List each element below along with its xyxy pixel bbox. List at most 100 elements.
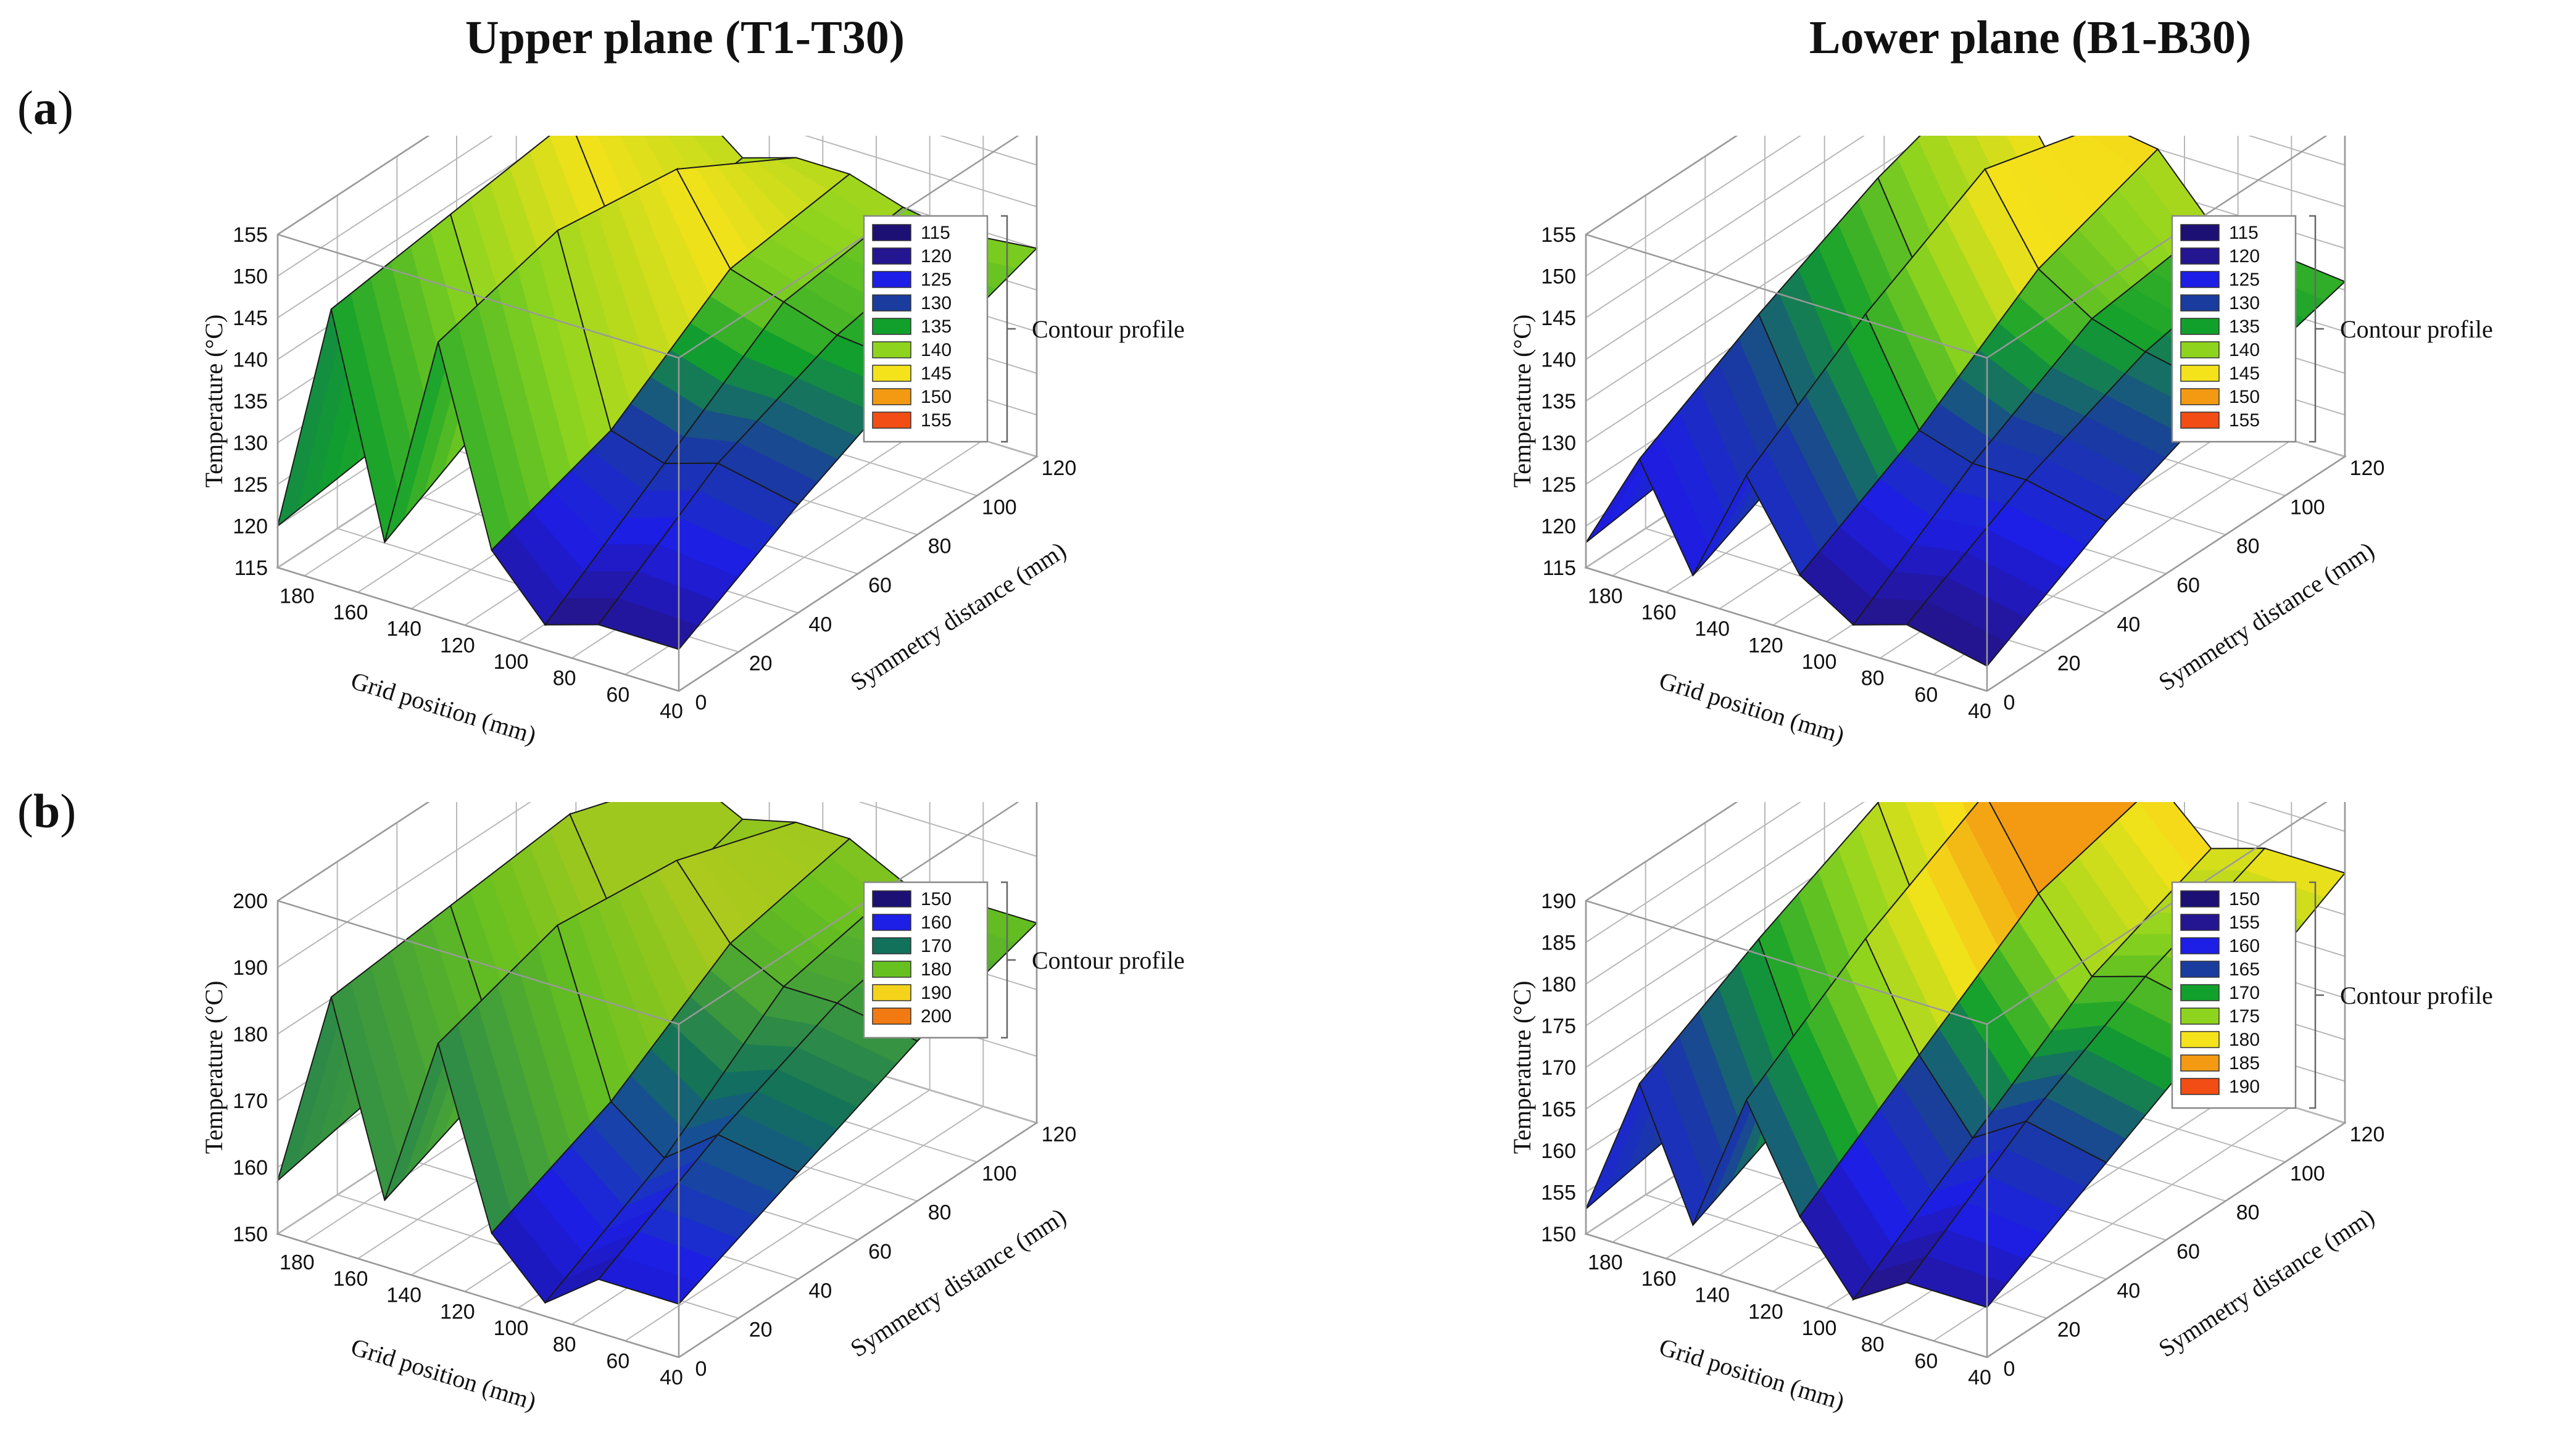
chart-b-upper-legend-swatch: [872, 961, 911, 978]
chart-a-lower-xtick: 140: [1695, 618, 1730, 641]
chart-b-upper-legend-label: 190: [921, 983, 952, 1003]
chart-b-lower-xtick: 160: [1641, 1267, 1677, 1291]
chart-a-lower-xtick: 40: [1968, 700, 1991, 723]
chart-a-lower-ytick: 100: [2290, 495, 2325, 519]
chart-b-upper-svg: 150 160 170 180 190 200 180 160 140 120 100 80 60 40 0…: [200, 802, 1185, 1415]
chart-a-lower-legend-swatch: [2180, 318, 2220, 335]
chart-a-upper-ytick: 80: [928, 535, 952, 558]
chart-a-lower-legend-label: 125: [2229, 270, 2260, 290]
chart-b-upper-ztick: 190: [233, 956, 268, 980]
chart-a-upper-xtick: 80: [553, 667, 576, 690]
chart-b-upper-xtick: 100: [494, 1317, 529, 1340]
chart-b-upper-ytick: 60: [868, 1240, 892, 1264]
chart-b-lower-legend-label: 150: [2229, 889, 2260, 909]
chart-b-upper-legend-label: 180: [921, 959, 952, 980]
chart-b-upper-ztick: 170: [233, 1090, 268, 1113]
chart-b-lower-frame-edge: [1585, 1233, 1988, 1359]
chart-a-upper-frame: [276, 136, 1038, 692]
chart-a-lower-legend-swatch: [2180, 388, 2220, 405]
chart-a-upper-frame-edge: [277, 566, 679, 692]
chart-a-lower-ztick: 145: [1541, 307, 1576, 330]
chart-b-lower-zlabel: Temperature (°C): [1508, 981, 1536, 1154]
chart-b-lower-legend-label: 185: [2229, 1053, 2260, 1073]
chart-a-upper-xtick: 100: [494, 650, 529, 674]
chart-b-upper-zlabel: Temperature (°C): [200, 981, 228, 1154]
chart-b-upper-legend-label: 150: [921, 889, 952, 909]
chart-b-upper-legend-swatch: [872, 914, 911, 931]
chart-b-lower-legend-swatch: [2180, 937, 2220, 954]
row-label-b: (b): [17, 784, 76, 839]
chart-a-lower-svg: 1151201251301351401451501551801601401201…: [1508, 136, 2493, 749]
chart-a-upper-legend-swatch: [872, 224, 911, 241]
chart-a-lower-xtick: 120: [1748, 634, 1783, 657]
chart-b-upper-frame-edge: [277, 900, 679, 1025]
chart-a-lower-xtick: 160: [1641, 601, 1677, 624]
chart-b-upper-xtick: 80: [553, 1333, 576, 1357]
column-header-upper: Upper plane (T1-T30): [465, 12, 905, 64]
chart-b-lower-legend: 150 155 160 165 170 175 180 185 190 Contour profi…: [2171, 881, 2493, 1109]
row-label-b-open: (: [17, 784, 33, 838]
chart-b-lower-ytick: 40: [2117, 1279, 2140, 1302]
chart-b-lower-ztick: 165: [1541, 1098, 1576, 1122]
row-label-a-close: ): [57, 81, 73, 134]
chart-a-lower-legend-bracket: [2309, 215, 2324, 443]
chart-a-upper-legend-bracket: [1001, 215, 1016, 443]
chart-b-lower-surface-patch: [2101, 802, 2137, 820]
chart-b-upper-ytick: 120: [1042, 1123, 1077, 1146]
chart-b-lower-legend-label: 190: [2229, 1077, 2260, 1097]
chart-a-lower-legend-swatch: [2180, 247, 2220, 265]
chart-a-lower-legend-swatch: [2180, 294, 2220, 312]
chart-a-lower-frame-edge: [1986, 455, 2346, 692]
chart-a-lower-xlabel: Grid position (mm): [1656, 666, 1848, 749]
chart-b-upper-frame-edge: [277, 802, 430, 902]
chart-a-lower: 115 120 125 130 135 140 145 150 155 180 160 140 120 1…: [1493, 136, 2564, 790]
chart-b-upper-legend-swatch: [872, 1007, 911, 1025]
chart-b-upper-legend-label: 170: [921, 936, 952, 956]
chart-b-lower-frame-edge: [1585, 802, 1738, 902]
chart-b-lower-legend-bracket: [2309, 881, 2324, 1109]
chart-a-lower-ytick: 20: [2057, 652, 2081, 676]
column-header-lower: Lower plane (B1-B30): [1809, 12, 2252, 64]
chart-b-lower-legend-swatch: [2180, 984, 2220, 1001]
chart-a-lower-ticks: 115 120 125 130 135 140 145 150 155 180 160 140 120 1…: [1541, 223, 2384, 723]
chart-a-lower-legend-swatch: [2180, 224, 2220, 241]
chart-a-lower-ztick: 120: [1541, 515, 1576, 539]
chart-b-lower-ztick: 160: [1541, 1140, 1576, 1163]
chart-b-upper-ytick: 80: [928, 1201, 952, 1225]
chart-b-lower-legend-swatch: [2180, 914, 2220, 931]
chart-a-upper-ztick: 150: [233, 265, 268, 289]
chart-a-upper-legend-swatch: [872, 388, 911, 405]
chart-a-upper-legend-label: 155: [921, 410, 952, 431]
chart-b-lower-legend-label: 175: [2229, 1006, 2260, 1027]
chart-b-upper-ticks: 150 160 170 180 190 200 180 160 140 120 100 80 60 40 0…: [233, 890, 1076, 1389]
chart-b-lower-legend-swatch: [2180, 1078, 2220, 1095]
chart-a-upper-ztick: 140: [233, 349, 268, 372]
chart-a-lower-frame-edge: [1986, 136, 2328, 359]
chart-a-lower-legend-label: 150: [2229, 387, 2260, 407]
chart-a-lower-frame-edge: [1585, 233, 1988, 359]
chart-b-lower-ytick: 20: [2057, 1318, 2081, 1342]
chart-b-lower-ztick: 190: [1541, 890, 1576, 913]
chart-a-lower-legend-swatch: [2180, 341, 2220, 358]
chart-a-lower-ztick: 140: [1541, 349, 1576, 372]
chart-a-lower-frame-edge: [1585, 136, 1738, 236]
chart-a-lower-legend-label: 120: [2229, 246, 2260, 267]
chart-a-upper-frame-edge: [678, 136, 1019, 359]
chart-b-upper-legend-swatch: [872, 937, 911, 954]
chart-a-upper-ytick: 0: [695, 691, 707, 714]
chart-b-lower-legend-swatch: [2180, 1054, 2220, 1072]
chart-b-lower-frame-edge: [1986, 1122, 2346, 1359]
chart-a-upper-legend: 115 120 125 130 135 140 145 150 155 Contour profi…: [863, 215, 1185, 443]
chart-b-upper-ztick: 160: [233, 1156, 268, 1180]
chart-a-lower-surface: [1585, 136, 2346, 667]
chart-b-lower-ytick: 120: [2350, 1123, 2385, 1146]
chart-b-upper-legend-swatch: [872, 984, 911, 1001]
chart-a-lower-ytick: 0: [2004, 691, 2015, 714]
chart-b-lower-xtick: 40: [1968, 1366, 1991, 1389]
chart-b-lower-frame-edge: [1986, 802, 2328, 1025]
chart-b-lower-legend-label: 170: [2229, 983, 2260, 1003]
chart-a-upper-legend-label: 130: [921, 293, 952, 313]
chart-a-lower-ytick: 60: [2176, 574, 2200, 597]
chart-a-upper-legend-label: 115: [921, 223, 950, 243]
chart-b-lower-legend-label: 155: [2229, 912, 2260, 933]
